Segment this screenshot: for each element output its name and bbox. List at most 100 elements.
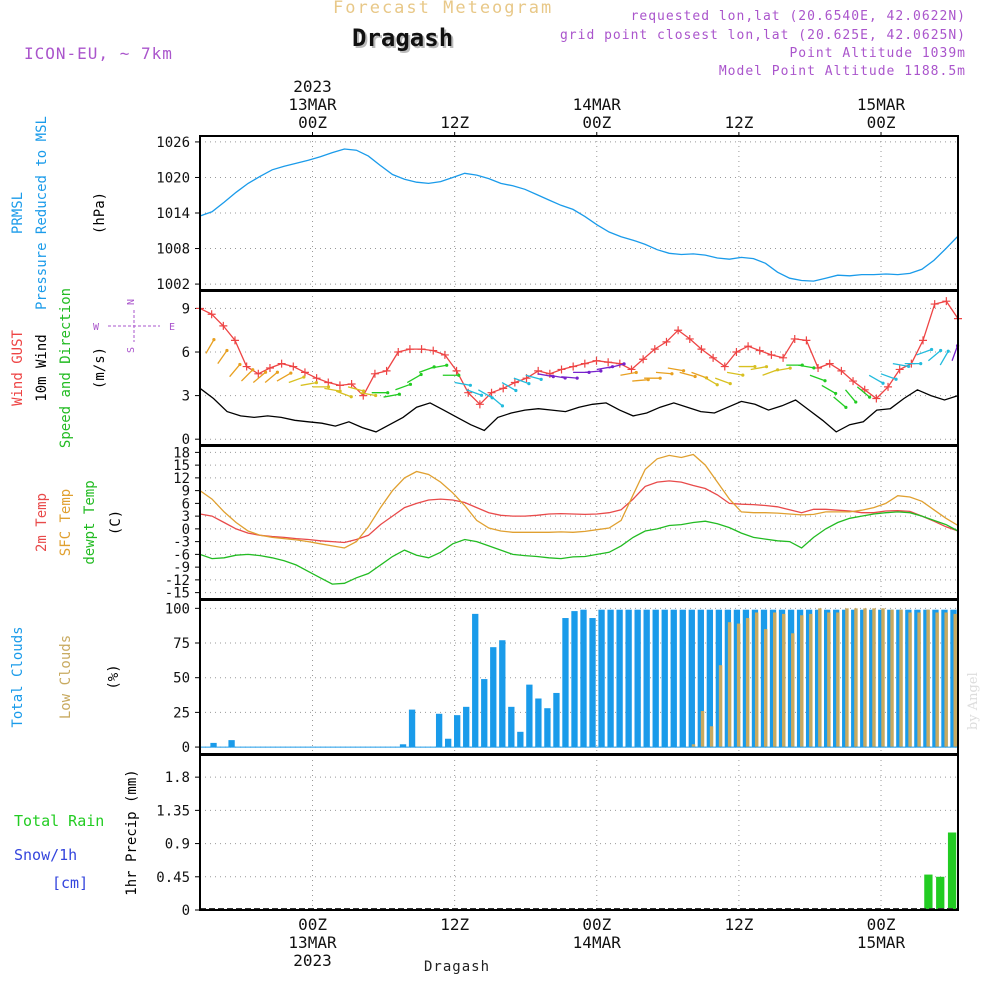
y-tick-label: 0.45 (156, 870, 190, 886)
wind-arrow (478, 389, 493, 399)
cloud-low-bar (908, 612, 912, 748)
wind-arrow (632, 379, 649, 382)
wind-arrow-head (539, 377, 543, 382)
wind-arrow (347, 386, 364, 392)
cloud-total-bar (823, 609, 831, 748)
gust-marker (230, 336, 239, 345)
panel-label: Wind GUST (10, 330, 26, 406)
wind-arrow (561, 376, 578, 379)
y-tick-label: 9 (182, 484, 190, 500)
wind-arrow (951, 345, 959, 361)
panel-label: (hPa) (92, 192, 108, 234)
wind-arrow-head (225, 348, 229, 353)
wind-arrow (584, 370, 601, 374)
gust-marker (452, 366, 461, 375)
wind-arrow-head (302, 375, 306, 379)
wind-arrow-head (349, 395, 353, 399)
wind-arrow-head (753, 364, 757, 369)
wind-arrow-head (929, 347, 934, 352)
wind-arrow-head (693, 374, 697, 379)
wind-arrow (489, 395, 503, 407)
cloud-low-bar (818, 608, 822, 748)
y-tick-label: -15 (165, 586, 190, 602)
sfc-line (199, 453, 959, 549)
panel-frame (199, 445, 959, 600)
gust-marker (487, 388, 496, 397)
gust-marker (557, 365, 566, 374)
gust-marker (370, 369, 379, 378)
wind-arrow (620, 371, 637, 376)
wind-arrow (880, 373, 897, 380)
cloud-total-bar (472, 613, 479, 748)
gust-marker (849, 377, 858, 386)
cloud-low-bar (727, 622, 732, 748)
gust-marker (440, 350, 449, 359)
top-time-label: 14MAR (573, 95, 622, 114)
gust-marker (569, 362, 578, 371)
wind-arrow (406, 373, 422, 384)
wind-arrow-head (238, 362, 242, 367)
wind-arrow-head (728, 382, 732, 386)
gust-marker (697, 345, 706, 354)
precip-label-rain: Total Rain (14, 812, 104, 830)
gust-marker (685, 334, 694, 343)
gust-marker (767, 350, 776, 359)
cloud-total-bar (481, 679, 488, 748)
cloud-total-bar (814, 609, 822, 748)
cloud-total-bar (643, 609, 650, 748)
y-tick-label: 1002 (156, 277, 190, 293)
gust-marker (324, 378, 333, 387)
panel-label: Low Clouds (58, 635, 74, 719)
cloud-total-bar (562, 618, 569, 748)
gust-marker (709, 353, 718, 362)
cloud-low-bar (691, 744, 696, 748)
cloud-total-bar (490, 647, 497, 748)
wind-arrow-head (361, 389, 366, 393)
y-tick-label: 3 (182, 389, 190, 405)
panel-label: (m/s) (92, 347, 108, 389)
compass-w: W (93, 322, 100, 333)
gust-marker (779, 353, 788, 362)
y-tick-label: 50 (173, 671, 190, 687)
wind-arrow-head (881, 381, 885, 385)
gust-marker (650, 345, 659, 354)
cloud-total-bar (499, 640, 506, 748)
cloud-total-bar (616, 609, 623, 748)
cloud-low-bar (944, 612, 948, 748)
y-tick-label: -9 (173, 560, 190, 576)
gust-marker (242, 362, 251, 371)
cloud-total-bar (517, 731, 524, 748)
y-tick-label: 75 (173, 636, 190, 652)
wind10m-line (199, 387, 959, 433)
cloud-low-bar (763, 629, 768, 748)
gust-marker (499, 384, 508, 393)
wind-arrow-head (622, 362, 626, 366)
gust-line (199, 300, 959, 406)
wind-arrow-head (919, 362, 923, 366)
gust-marker (382, 366, 391, 375)
cloud-low-bar (872, 608, 876, 748)
y-tick-label: -6 (173, 547, 190, 563)
model-altitude: Model Point Altitude 1188.5m (718, 64, 966, 79)
page-title: Dragash (352, 24, 454, 52)
bottom-time-label: 12Z (440, 915, 469, 934)
wind-arrow-head (386, 391, 390, 395)
wind-arrow-head (939, 348, 943, 353)
wind-arrow-head (397, 392, 401, 396)
panel-label: Total Clouds (10, 626, 26, 727)
wind-arrow (525, 374, 542, 381)
bottom-time-label: 13MAR (288, 933, 337, 952)
wind-arrow (927, 349, 942, 362)
cloud-low-bar (899, 609, 903, 748)
wind-arrow-head (764, 365, 769, 369)
top-time-label: 00Z (867, 113, 896, 132)
wind-arrow (833, 396, 847, 408)
wind-arrow-head (599, 369, 603, 373)
bottom-time-label: 14MAR (573, 933, 622, 952)
gust-marker (732, 348, 741, 357)
gust-marker (790, 334, 799, 343)
wind-arrow-head (670, 372, 674, 376)
bottom-time-label: 00Z (298, 915, 327, 934)
panel-label: Pressure Reduced to MSL (34, 116, 50, 310)
